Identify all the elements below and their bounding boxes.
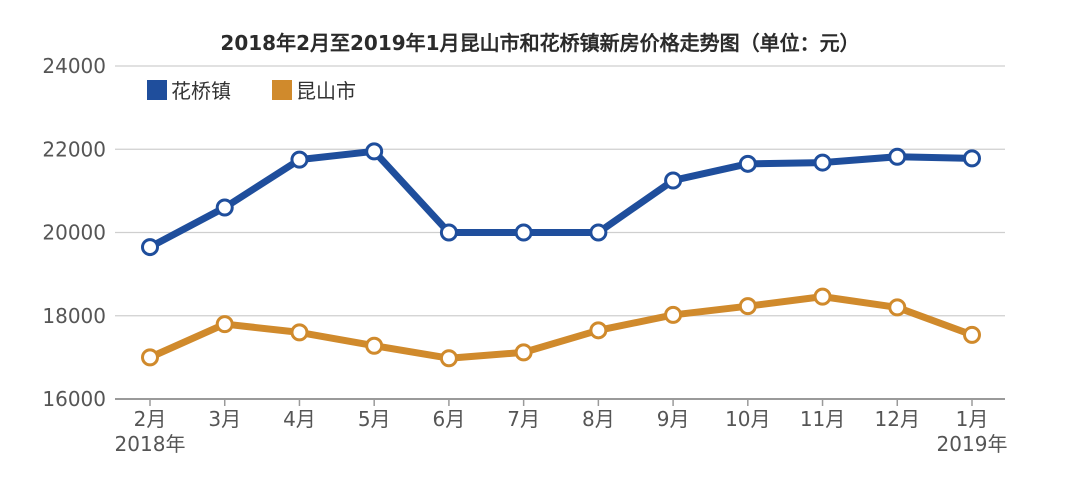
data-point — [290, 150, 309, 169]
data-point — [290, 323, 309, 342]
data-point — [141, 348, 159, 367]
data-point — [439, 349, 458, 368]
axes: 16000 18000 20000 22000 24000 2月 3月 4月 5月 6月 7月 8月 9… — [42, 54, 1007, 456]
legend-label: 花桥镇 — [171, 79, 231, 103]
data-point — [738, 297, 757, 316]
series-1 — [141, 142, 981, 257]
data-point — [813, 153, 832, 172]
series-line — [146, 147, 976, 251]
x-tick-label: 3月 — [208, 407, 241, 431]
data-point — [439, 223, 458, 242]
x-tick-label: 11月 — [800, 407, 845, 431]
data-point — [738, 154, 757, 173]
x-tick-label: 5月 — [358, 407, 391, 431]
series-line — [146, 293, 976, 362]
data-point — [215, 315, 234, 334]
data-point — [963, 149, 981, 168]
data-point — [888, 298, 907, 317]
data-point — [365, 142, 384, 161]
data-point — [589, 223, 608, 242]
x-tick-label: 8月 — [582, 407, 615, 431]
legend-swatch — [147, 80, 167, 100]
x-tick-label: 1月 — [956, 407, 989, 431]
data-point — [664, 305, 683, 324]
data-point — [215, 198, 234, 217]
data-point — [365, 336, 384, 355]
x-tick-label: 12月 — [875, 407, 920, 431]
chart-title: 2018年2月至2019年1月昆山市和花桥镇新房价格走势图（单位：元） — [220, 31, 859, 55]
x-year-label: 2018年 — [115, 432, 186, 456]
x-tick-label: 4月 — [283, 407, 316, 431]
x-year-label: 2019年 — [937, 432, 1008, 456]
y-tick-label: 22000 — [42, 137, 106, 161]
y-tick-label: 18000 — [42, 304, 106, 328]
data-point — [664, 171, 683, 190]
data-point — [888, 147, 907, 166]
data-point — [514, 223, 533, 242]
data-point — [963, 325, 981, 344]
data-point — [813, 287, 832, 306]
data-point — [514, 343, 533, 362]
legend: 花桥镇 昆山市 — [147, 79, 356, 103]
data-point — [589, 321, 608, 340]
x-tick-label: 6月 — [433, 407, 466, 431]
series-lines — [141, 142, 981, 368]
x-tick-label: 2月 — [134, 407, 167, 431]
data-point — [141, 238, 159, 257]
y-tick-label: 20000 — [42, 221, 106, 245]
y-tick-label: 24000 — [42, 54, 106, 78]
x-tick-label: 7月 — [507, 407, 540, 431]
legend-swatch — [272, 80, 292, 100]
series-2 — [141, 287, 981, 368]
x-tick-label: 9月 — [657, 407, 690, 431]
x-tick-label: 10月 — [725, 407, 770, 431]
legend-label: 昆山市 — [296, 79, 356, 103]
y-tick-label: 16000 — [42, 387, 106, 411]
